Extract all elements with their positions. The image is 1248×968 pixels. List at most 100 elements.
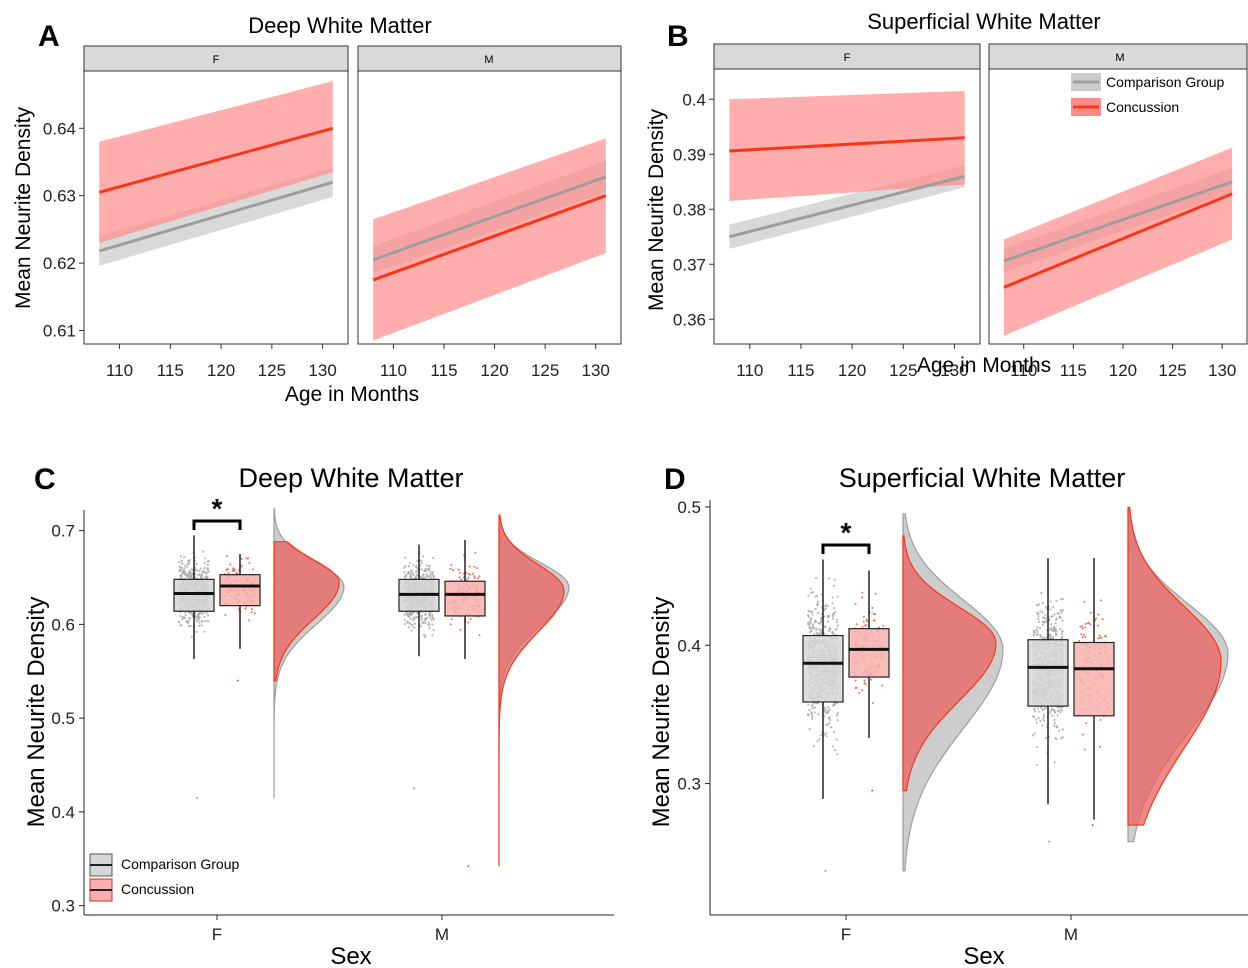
y-tick-label: 0.63 [43, 187, 76, 206]
data-point [409, 572, 412, 575]
data-point [1041, 708, 1045, 711]
data-point [248, 561, 251, 564]
data-point [1055, 633, 1058, 637]
concussion-ci-band [373, 138, 606, 341]
data-point [413, 626, 416, 629]
data-point [806, 613, 810, 617]
outlier-point [195, 796, 199, 799]
data-point [1058, 729, 1061, 732]
data-point [813, 711, 816, 714]
significance-bracket [821, 543, 871, 554]
data-point [457, 568, 460, 571]
data-point [450, 563, 453, 566]
data-point [183, 564, 186, 568]
data-point [834, 628, 837, 631]
data-point [237, 608, 240, 611]
data-point [403, 623, 406, 626]
data-point [827, 615, 831, 619]
data-point [429, 570, 432, 574]
data-point [1039, 720, 1042, 723]
data-point [469, 617, 472, 620]
data-point [1042, 715, 1045, 718]
data-point [188, 575, 191, 578]
comparison-fit-line [1003, 180, 1233, 263]
data-point [1054, 632, 1058, 635]
data-point [404, 556, 407, 559]
data-point [183, 573, 187, 576]
x-tick-label: 130 [308, 361, 336, 380]
y-tick-label: 0.4 [682, 90, 706, 109]
concussion-density [273, 541, 340, 682]
x-tick-label: 120 [838, 361, 866, 380]
data-point [1098, 634, 1101, 637]
concussion-box [219, 574, 261, 607]
data-point [823, 615, 826, 618]
data-point [811, 706, 814, 710]
data-point [1097, 637, 1100, 640]
data-point [1031, 734, 1035, 737]
data-point [807, 703, 810, 706]
data-point [810, 629, 813, 633]
data-point [881, 684, 884, 687]
data-point [1053, 613, 1056, 616]
data-point [1061, 619, 1064, 622]
data-point [414, 615, 417, 618]
panel-b-xlabel: Age in Months [917, 354, 1051, 377]
panel-b-m-lines [1003, 147, 1233, 336]
data-point [430, 576, 433, 579]
outlier-point [824, 869, 827, 872]
data-point [473, 576, 476, 579]
data-point [882, 624, 885, 627]
data-point [197, 573, 200, 576]
data-point [833, 749, 837, 752]
data-point [468, 565, 471, 568]
data-point [1050, 626, 1053, 629]
data-point [427, 621, 430, 624]
data-point [1041, 724, 1044, 727]
data-point [431, 615, 434, 619]
panel-label-a: A [38, 20, 60, 53]
panel-d-ylabel: Mean Neurite Density [648, 597, 675, 828]
data-point [833, 704, 836, 707]
data-point [195, 563, 198, 566]
data-point [1054, 621, 1057, 625]
data-point [188, 561, 191, 564]
data-point [827, 716, 830, 720]
y-tick-label: 0.61 [43, 322, 76, 341]
data-point [807, 713, 810, 716]
data-point [179, 615, 182, 618]
data-point [1039, 633, 1042, 637]
data-point [1043, 637, 1047, 640]
data-point [866, 620, 869, 623]
data-point [432, 629, 435, 632]
data-point [1055, 618, 1058, 621]
data-point [206, 563, 209, 567]
data-point [200, 612, 204, 615]
data-point [1036, 626, 1039, 629]
y-tick-label: 0.37 [673, 255, 706, 274]
data-point [403, 570, 406, 573]
data-point [198, 616, 201, 619]
data-point [424, 567, 427, 571]
data-point [1104, 635, 1107, 638]
data-point [1043, 621, 1046, 624]
data-point [409, 622, 412, 625]
data-point [424, 570, 427, 573]
data-point [1036, 612, 1039, 615]
data-point [190, 568, 193, 571]
data-point [1060, 737, 1063, 740]
data-point [190, 635, 193, 639]
data-point [195, 569, 199, 572]
data-point [1049, 600, 1052, 603]
data-point [184, 611, 187, 614]
data-point [202, 569, 205, 572]
data-point [1041, 616, 1044, 619]
data-point [815, 702, 818, 705]
data-point [862, 620, 865, 623]
data-point [423, 635, 427, 639]
y-tick-label: 0.38 [673, 200, 706, 219]
data-point [190, 613, 193, 616]
data-point [817, 621, 820, 625]
data-point [404, 575, 408, 578]
data-point [835, 738, 838, 741]
